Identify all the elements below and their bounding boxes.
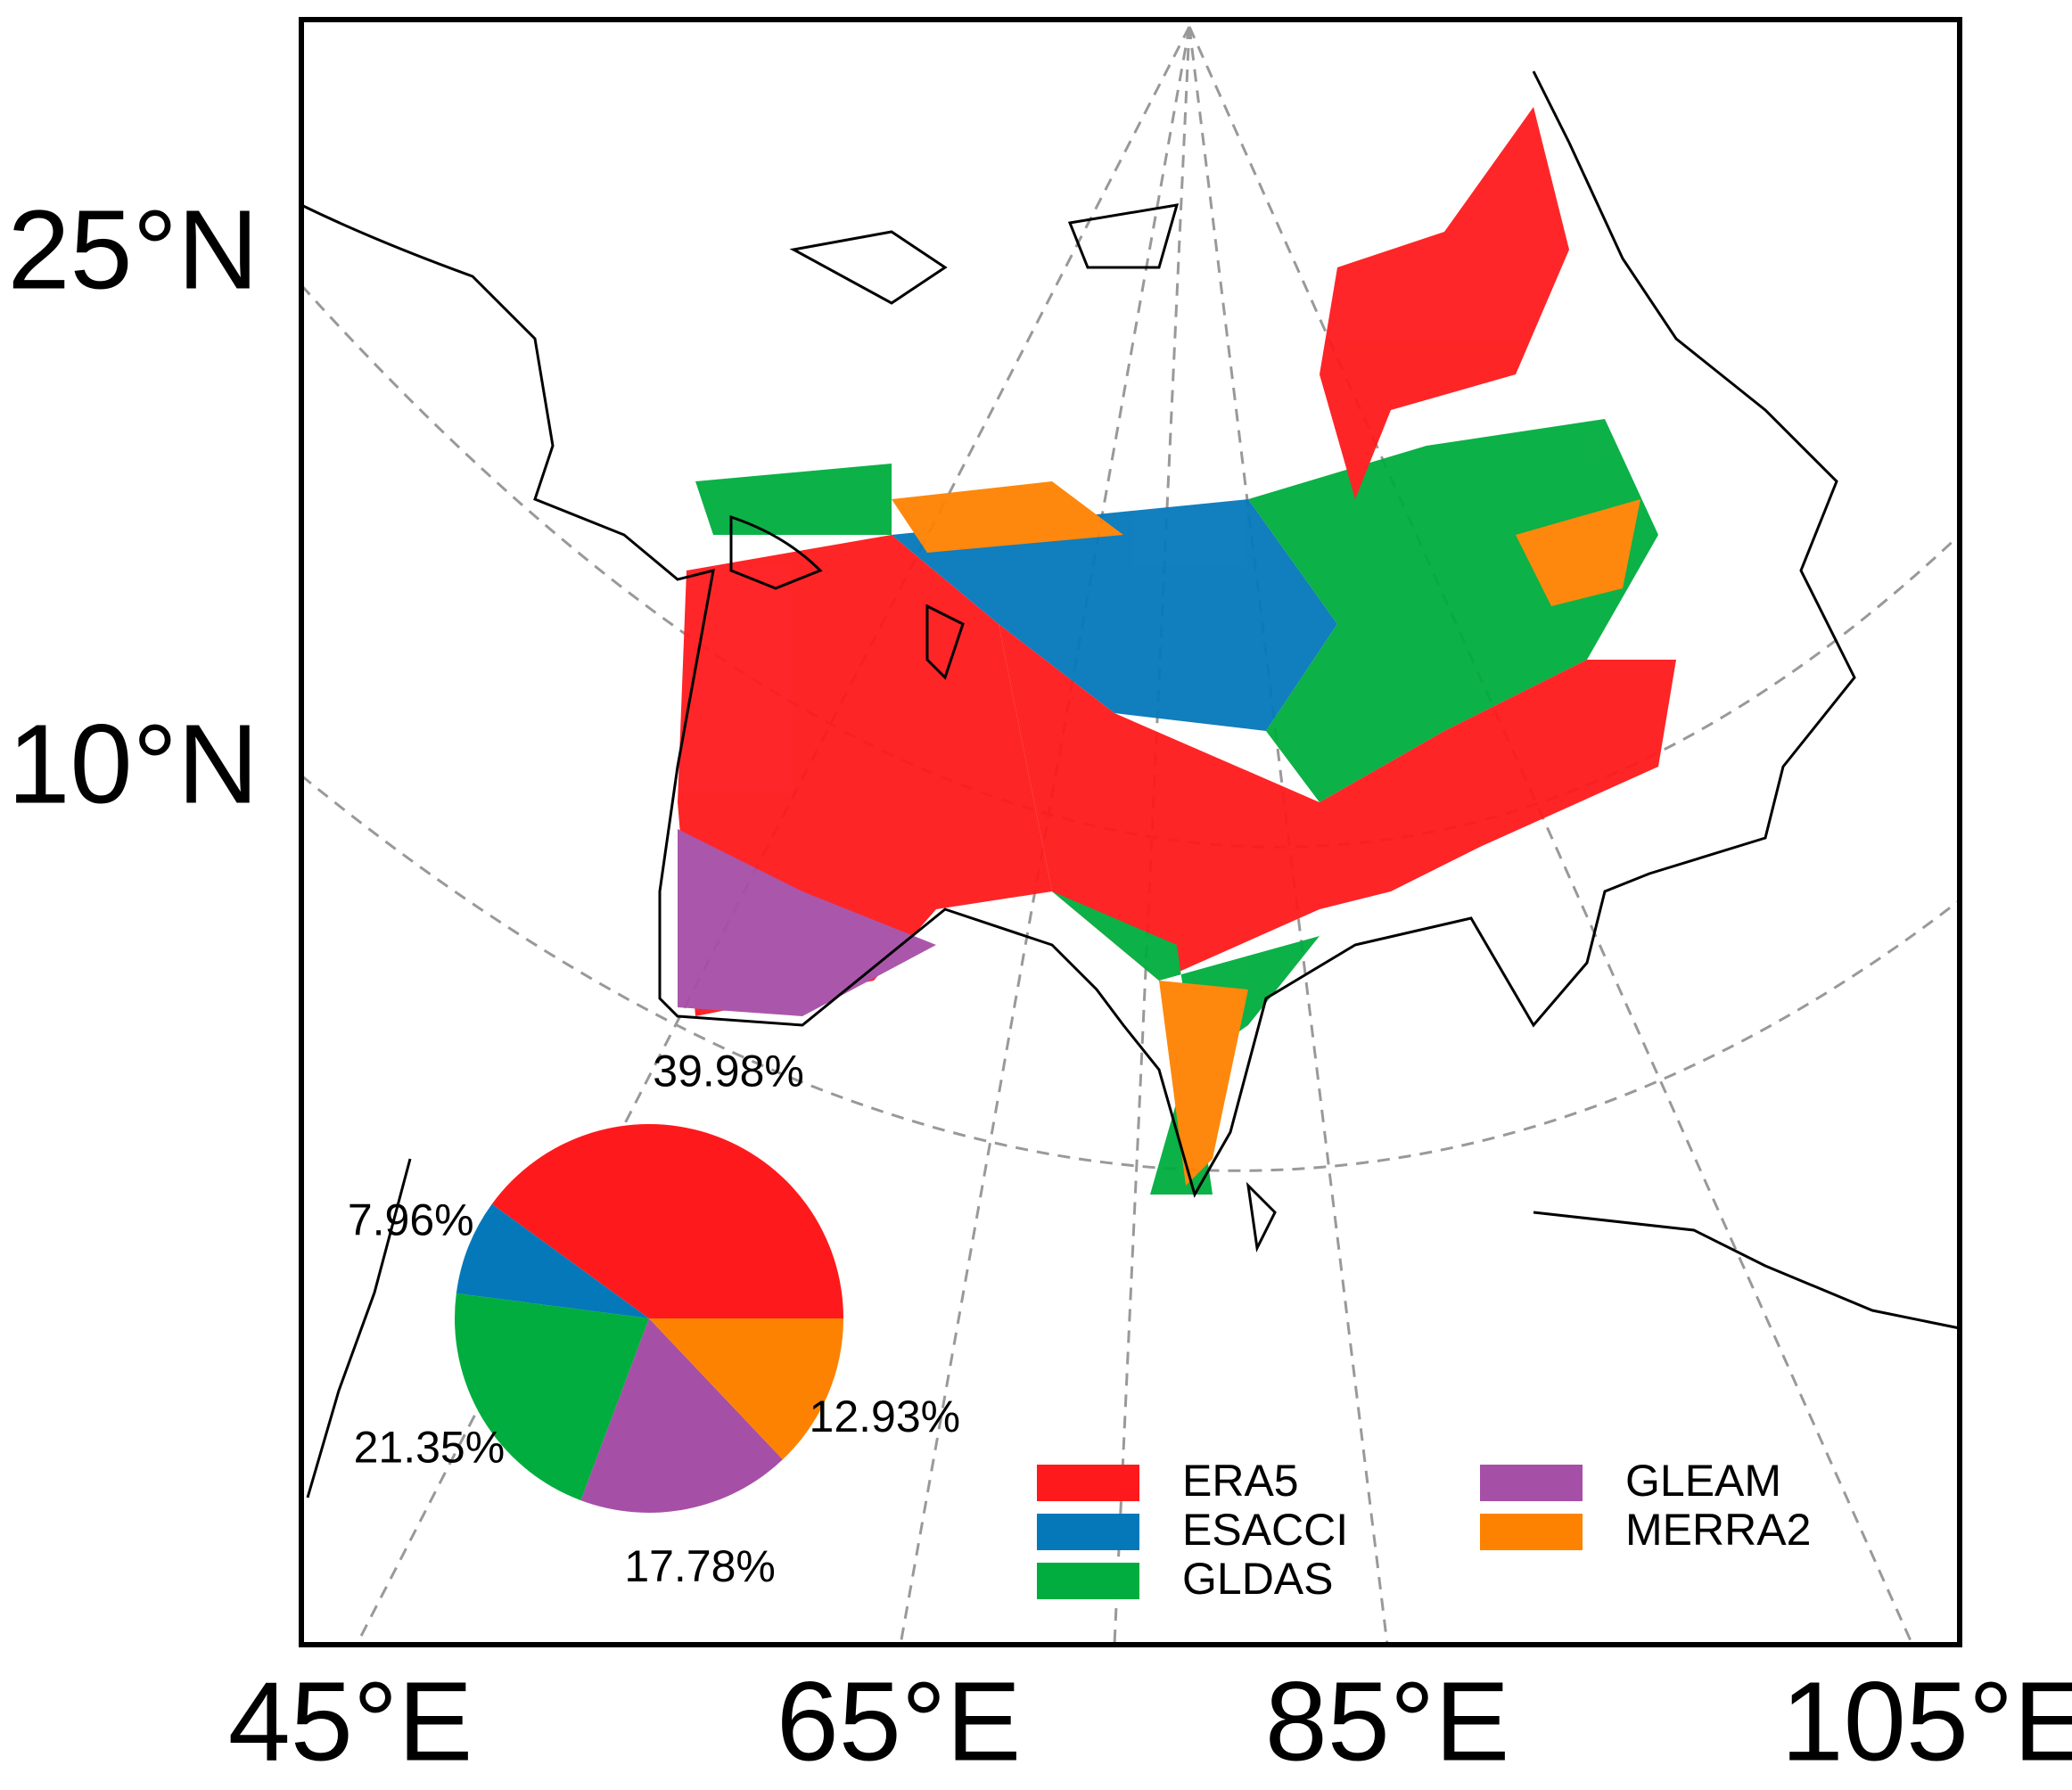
- legend-label: ERA5: [1182, 1456, 1299, 1506]
- legend-swatch: [1037, 1465, 1139, 1501]
- slice-label: 12.93%: [810, 1392, 961, 1441]
- patch: [1320, 660, 1676, 909]
- patch: [892, 499, 1337, 731]
- patch: [999, 624, 1320, 981]
- patch: [1159, 981, 1248, 1186]
- coastline: [306, 1158, 412, 1499]
- slice-label: 17.78%: [624, 1541, 776, 1591]
- legend-label: ESACCI: [1182, 1505, 1348, 1555]
- lat-label: 25°N: [7, 186, 259, 312]
- patch: [1052, 891, 1320, 1195]
- legend-label: GLDAS: [1182, 1554, 1334, 1604]
- lon-label: 85°E: [1265, 1658, 1510, 1784]
- coastline: [729, 514, 823, 590]
- coastline: [789, 203, 1180, 305]
- legend-swatch: [1037, 1563, 1139, 1599]
- pie-slice: [580, 1318, 783, 1514]
- coastline: [300, 70, 1856, 1198]
- lon-label: 105°E: [1781, 1658, 2072, 1784]
- coastline: [1246, 1181, 1277, 1252]
- patch: [1320, 107, 1569, 499]
- patch: [892, 481, 1123, 553]
- patch: [1516, 499, 1640, 606]
- lon-label: 45°E: [228, 1658, 473, 1784]
- legend-swatch: [1037, 1514, 1139, 1550]
- coastlines: [300, 70, 1961, 1499]
- pie-chart: 39.98% 7.96% 21.35% 17.78% 12.93%: [348, 1047, 960, 1592]
- patch: [695, 464, 892, 535]
- legend-swatch: [1480, 1514, 1583, 1550]
- coastline: [1533, 1211, 1961, 1330]
- patch: [1248, 419, 1658, 802]
- slice-label: 7.96%: [348, 1195, 474, 1245]
- lat-label: 10°N: [7, 701, 259, 826]
- map-frame: [299, 17, 1962, 1647]
- legend-swatch: [1480, 1465, 1583, 1501]
- map: 39.98% 7.96% 21.35% 17.78% 12.93% ERA5ESACCI…: [299, 17, 1962, 1647]
- land-patches: [678, 107, 1676, 1195]
- pie-slice: [491, 1124, 843, 1318]
- legend-label: MERRA2: [1625, 1505, 1811, 1555]
- pie-slice: [649, 1318, 843, 1460]
- slice-label: 21.35%: [354, 1422, 506, 1472]
- slice-label: 39.98%: [653, 1047, 804, 1096]
- pie-slice: [456, 1203, 649, 1318]
- lon-label: 65°E: [777, 1658, 1022, 1784]
- coastline: [925, 604, 965, 680]
- pie-slice: [455, 1293, 649, 1501]
- legend-label: GLEAM: [1625, 1456, 1781, 1506]
